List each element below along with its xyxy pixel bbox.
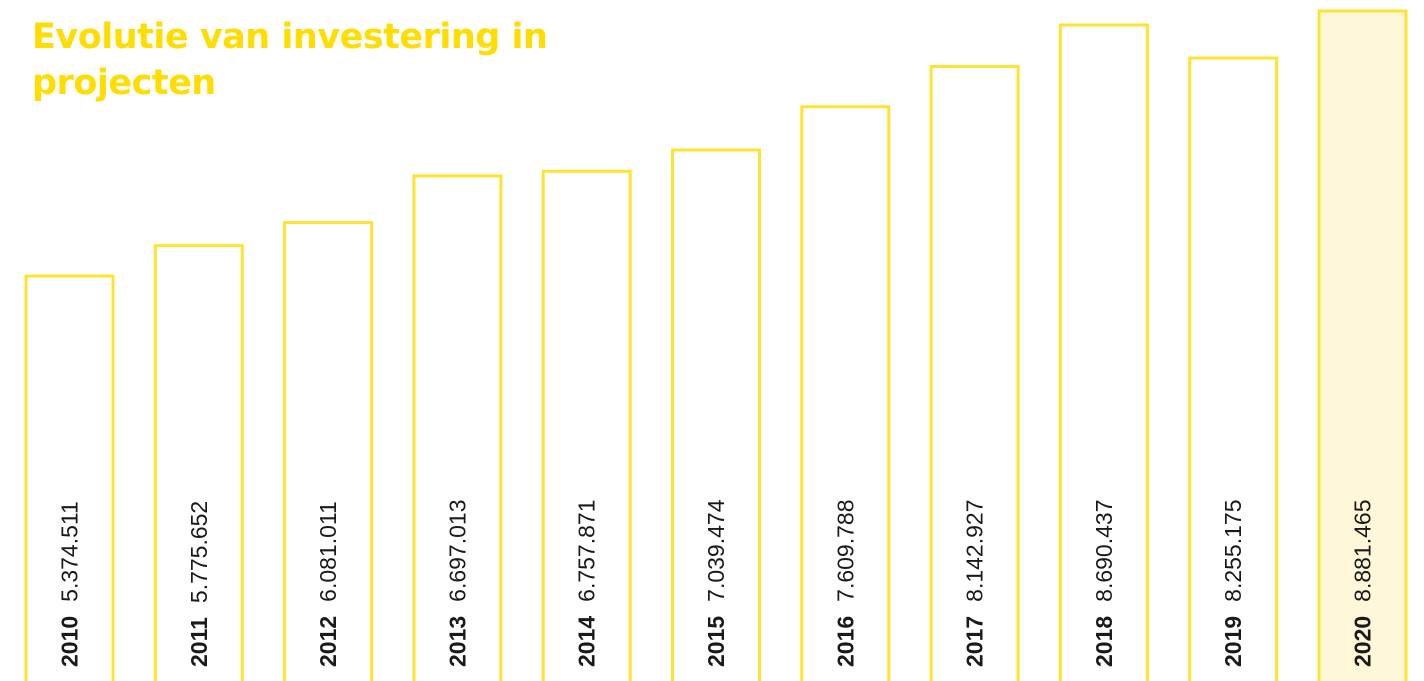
bar-value-label: 8.881.465 xyxy=(1350,500,1376,602)
bar-year-label: 2019 xyxy=(1220,616,1246,667)
bar-year-label: 2011 xyxy=(186,617,212,667)
bar-2011 xyxy=(153,244,244,681)
bar-label-2014: 2014 6.757.871 xyxy=(574,500,600,668)
bar-label-2020: 2020 8.881.465 xyxy=(1350,500,1376,668)
bar-group-2017: 2017 8.142.927 xyxy=(929,64,1020,681)
bar-label-2017: 2017 8.142.927 xyxy=(962,500,988,668)
bar-year-label: 2018 xyxy=(1091,616,1117,667)
bar-value-label: 8.142.927 xyxy=(962,500,988,602)
bar-group-2016: 2016 7.609.788 xyxy=(800,105,891,681)
bar-group-2019: 2019 8.255.175 xyxy=(1188,56,1279,681)
bar-label-2010: 2010 5.374.511 xyxy=(57,501,83,667)
chart-title: Evolutie van investering in projecten xyxy=(32,17,548,103)
bar-year-label: 2020 xyxy=(1350,616,1376,667)
bar-group-2015: 2015 7.039.474 xyxy=(671,148,761,681)
bar-2016 xyxy=(800,105,891,681)
bar-2019 xyxy=(1188,56,1279,681)
bar-value-label: 5.775.652 xyxy=(186,501,212,603)
bar-label-2016: 2016 7.609.788 xyxy=(832,500,858,668)
bar-year-label: 2010 xyxy=(57,616,83,667)
bar-2013 xyxy=(412,174,503,681)
bar-group-2020: 2020 8.881.465 xyxy=(1317,9,1408,681)
bar-label-2015: 2015 7.039.474 xyxy=(703,499,729,667)
bars-layer: 20105.374.51120115.775.65220126.081.0112… xyxy=(24,9,1408,681)
bar-label-2019: 2019 8.255.175 xyxy=(1220,500,1246,668)
bar-label-2018: 2018 8.690.437 xyxy=(1091,500,1117,668)
bar-value-label: 6.757.871 xyxy=(574,500,600,602)
bar-group-2011: 2011 5.775.652 xyxy=(153,244,244,681)
bar-year-label: 2012 xyxy=(315,616,341,667)
bar-label-2011: 2011 5.775.652 xyxy=(186,501,212,667)
bar-group-2014: 2014 6.757.871 xyxy=(541,169,632,681)
bar-value-label: 7.039.474 xyxy=(703,499,729,602)
bar-2018 xyxy=(1058,23,1149,681)
bar-group-2013: 2013 6.697.013 xyxy=(412,174,503,681)
bar-year-label: 2015 xyxy=(703,616,729,667)
bar-value-label: 8.255.175 xyxy=(1220,500,1246,602)
bar-2010 xyxy=(24,274,115,681)
bar-group-2018: 2018 8.690.437 xyxy=(1058,23,1149,681)
bar-2012 xyxy=(283,221,374,681)
bar-value-label: 6.697.013 xyxy=(444,500,470,602)
bar-value-label: 7.609.788 xyxy=(832,500,858,602)
bar-year-label: 2017 xyxy=(962,616,988,667)
bar-value-label: 6.081.011 xyxy=(315,501,341,602)
bar-2014 xyxy=(541,169,632,681)
bar-year-label: 2016 xyxy=(832,616,858,667)
bar-label-2012: 2012 6.081.011 xyxy=(315,501,341,667)
bar-value-label: 8.690.437 xyxy=(1091,500,1117,602)
bar-2017 xyxy=(929,64,1020,681)
bar-2015 xyxy=(671,148,761,681)
bar-group-2012: 2012 6.081.011 xyxy=(283,221,374,681)
bar-group-2010: 2010 5.374.511 xyxy=(24,274,115,681)
bar-year-label: 2013 xyxy=(444,616,470,667)
bar-label-2013: 2013 6.697.013 xyxy=(444,500,470,668)
bar-2020 xyxy=(1317,9,1408,681)
bar-value-label: 5.374.511 xyxy=(57,501,83,602)
bar-year-label: 2014 xyxy=(574,616,600,667)
